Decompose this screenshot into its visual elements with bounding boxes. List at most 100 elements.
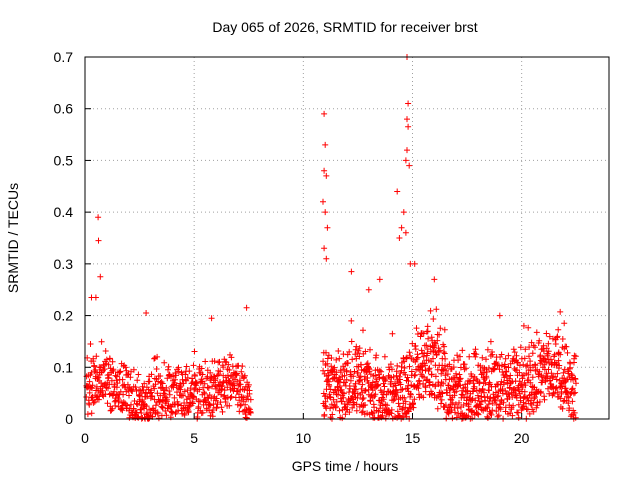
data-point — [515, 401, 522, 408]
data-point — [221, 392, 228, 399]
data-point — [466, 353, 473, 360]
data-point — [90, 399, 97, 406]
data-point — [358, 385, 365, 392]
data-point — [361, 373, 368, 380]
data-point — [479, 386, 486, 393]
data-point — [545, 340, 552, 347]
data-point — [556, 362, 563, 369]
data-point — [489, 351, 496, 358]
data-point — [457, 364, 464, 371]
data-point — [457, 382, 464, 389]
data-point — [224, 384, 231, 391]
data-point — [447, 404, 454, 410]
data-point — [570, 390, 577, 397]
data-point — [547, 356, 554, 363]
data-point — [437, 393, 444, 400]
data-point — [376, 374, 383, 381]
data-point — [207, 402, 214, 409]
data-point — [435, 348, 442, 355]
data-point — [343, 376, 350, 383]
data-point — [184, 374, 191, 381]
data-point — [394, 188, 401, 195]
data-point — [110, 368, 117, 374]
data-point — [232, 394, 239, 401]
data-point — [509, 412, 516, 419]
data-point — [457, 353, 463, 360]
data-point — [483, 369, 490, 375]
data-point — [432, 373, 439, 380]
data-point — [163, 396, 170, 403]
data-point — [461, 361, 468, 368]
data-point — [506, 385, 513, 392]
data-point — [554, 333, 561, 340]
data-point — [108, 407, 115, 414]
data-point — [337, 376, 344, 383]
data-point — [555, 326, 562, 333]
data-point — [495, 412, 502, 419]
data-point — [377, 405, 383, 412]
data-point — [455, 357, 462, 364]
data-point — [437, 325, 444, 332]
data-point — [353, 343, 360, 350]
data-point — [135, 371, 142, 378]
data-point — [181, 412, 188, 418]
data-point — [353, 401, 360, 408]
data-point — [569, 398, 576, 405]
data-point — [119, 376, 126, 383]
data-point — [442, 355, 449, 362]
data-point — [195, 398, 202, 404]
data-point — [433, 306, 440, 313]
data-point — [165, 366, 171, 373]
data-point — [95, 237, 102, 244]
data-point — [431, 276, 438, 283]
data-point — [453, 370, 459, 377]
data-point — [190, 393, 197, 400]
data-point — [422, 388, 429, 395]
data-point — [220, 364, 227, 371]
data-point — [184, 387, 191, 394]
data-point — [459, 347, 466, 354]
data-point — [403, 355, 409, 362]
data-point — [551, 351, 558, 358]
data-point — [207, 369, 214, 376]
data-point — [389, 330, 396, 337]
data-point — [330, 396, 337, 403]
data-point — [186, 403, 193, 410]
data-point — [425, 366, 432, 373]
data-point — [530, 408, 537, 415]
data-point — [424, 376, 431, 383]
data-point — [204, 384, 211, 391]
data-point — [214, 401, 221, 408]
data-point — [402, 398, 409, 405]
data-point — [571, 352, 578, 359]
data-point — [521, 355, 528, 362]
data-point — [492, 397, 499, 404]
data-point — [506, 375, 513, 382]
data-point — [567, 360, 574, 367]
data-point — [572, 414, 579, 421]
data-point — [132, 384, 139, 391]
data-point — [381, 383, 388, 390]
data-point — [104, 400, 111, 407]
data-point — [507, 372, 514, 379]
data-point — [376, 276, 383, 283]
data-point — [233, 370, 240, 377]
data-point — [373, 352, 380, 359]
data-point — [102, 348, 109, 354]
data-point — [411, 260, 418, 267]
data-point — [338, 386, 345, 393]
data-point — [170, 373, 177, 380]
data-point — [246, 387, 253, 394]
data-point — [148, 371, 155, 378]
data-point — [553, 361, 560, 368]
data-point — [513, 352, 520, 359]
data-point — [432, 340, 439, 347]
data-point — [101, 366, 108, 373]
data-point — [86, 389, 93, 396]
data-point — [452, 409, 458, 416]
data-point — [564, 349, 571, 356]
chart-title: Day 065 of 2026, SRMTID for receiver brs… — [212, 19, 477, 35]
data-point — [434, 337, 441, 344]
data-point — [326, 393, 333, 400]
data-point — [156, 399, 163, 406]
